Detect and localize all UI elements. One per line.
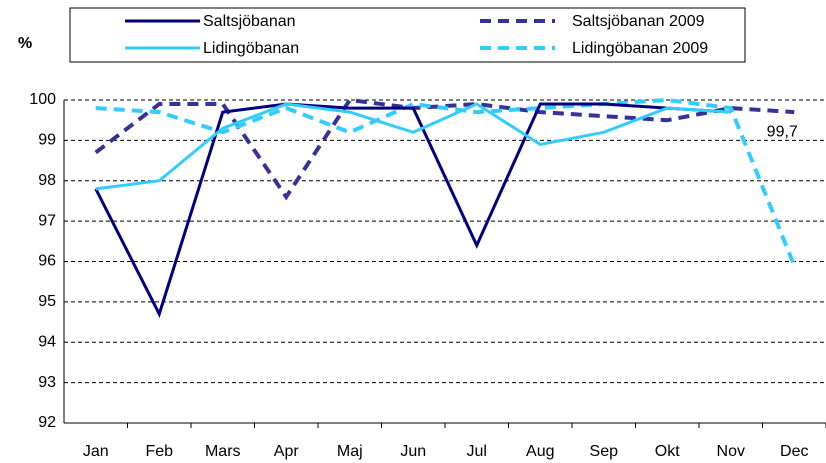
legend-box: [69, 7, 746, 63]
x-tick-label: Maj: [337, 443, 363, 460]
y-tick-label: 98: [38, 172, 56, 189]
x-tick-label: Okt: [655, 443, 680, 460]
legend-label: Lidingöbanan 2009: [572, 40, 708, 57]
series-line: [95, 97, 797, 267]
series-line: [94, 97, 795, 201]
y-tick-label: 100: [29, 91, 56, 108]
x-tick-label: Sep: [590, 443, 619, 460]
x-tick-label: Feb: [145, 443, 173, 460]
y-tick-label: 97: [38, 212, 56, 229]
series-line: [95, 102, 731, 191]
y-tick-label: 92: [38, 414, 56, 431]
x-tick-label: Jul: [467, 443, 487, 460]
y-tick-label: 99: [38, 132, 56, 149]
x-tick-label: Mars: [205, 443, 241, 460]
x-tick-label: Nov: [717, 443, 745, 460]
y-tick-label: 93: [38, 374, 56, 391]
x-tick-label: Apr: [274, 443, 300, 460]
x-tick-label: Dec: [780, 443, 808, 460]
annotation: 99,7: [767, 123, 798, 140]
y-axis-label: %: [18, 35, 32, 52]
y-tick-label: 94: [38, 333, 56, 350]
legend-label: Lidingöbanan: [203, 40, 299, 57]
legend-label: Saltsjöbanan: [203, 13, 296, 30]
legend-label: Saltsjöbanan 2009: [572, 13, 705, 30]
y-tick-label: 95: [38, 293, 56, 310]
x-tick-label: Jan: [83, 443, 109, 460]
x-tick-label: Jun: [400, 443, 426, 460]
series-line: [94, 102, 731, 318]
x-tick-label: Aug: [526, 443, 554, 460]
y-tick-label: 96: [38, 253, 56, 270]
